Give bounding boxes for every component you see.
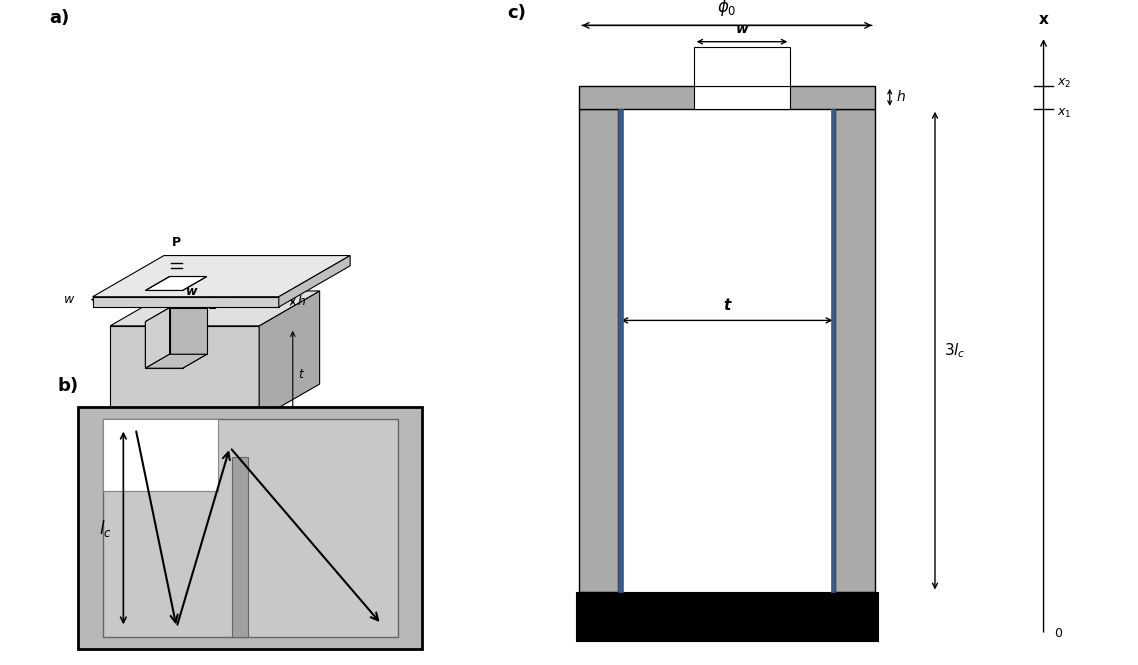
Text: $x_1$: $x_1$	[1057, 107, 1071, 120]
Text: h: h	[297, 295, 305, 309]
Text: w: w	[735, 22, 749, 36]
Text: $3l_c$: $3l_c$	[945, 341, 966, 360]
Text: h: h	[897, 90, 906, 104]
Bar	[831, 109, 835, 593]
Polygon shape	[146, 354, 207, 368]
Text: $l_c$: $l_c$	[99, 518, 112, 539]
Polygon shape	[209, 291, 244, 308]
Text: t: t	[724, 298, 731, 313]
Text: w: w	[64, 293, 74, 306]
Text: $x_2$: $x_2$	[1057, 77, 1071, 90]
Text: w: w	[187, 285, 198, 298]
Bar	[579, 109, 618, 593]
Polygon shape	[182, 308, 207, 368]
Polygon shape	[146, 322, 182, 368]
Text: t: t	[298, 368, 303, 381]
Polygon shape	[146, 308, 170, 368]
Text: $\phi_0$: $\phi_0$	[717, 0, 736, 18]
Bar	[576, 593, 877, 641]
Polygon shape	[170, 308, 207, 354]
Bar	[835, 109, 875, 593]
Polygon shape	[279, 255, 351, 307]
Bar	[79, 407, 422, 649]
Text: a: a	[168, 429, 176, 443]
Polygon shape	[146, 277, 207, 291]
Bar	[102, 420, 217, 491]
Polygon shape	[209, 291, 215, 308]
Bar	[618, 109, 624, 593]
Polygon shape	[110, 326, 259, 419]
Polygon shape	[92, 255, 351, 297]
Text: a): a)	[50, 9, 69, 27]
Bar	[232, 457, 248, 636]
Bar	[694, 86, 790, 109]
Bar	[579, 86, 875, 109]
Polygon shape	[259, 291, 320, 419]
Text: 0: 0	[1055, 627, 1063, 640]
Text: b): b)	[58, 378, 79, 396]
Polygon shape	[110, 291, 320, 326]
Polygon shape	[215, 275, 244, 308]
Bar	[694, 47, 790, 86]
Text: c): c)	[506, 4, 526, 22]
Polygon shape	[209, 275, 244, 291]
Text: x: x	[1039, 12, 1048, 27]
Polygon shape	[146, 308, 207, 322]
Text: P: P	[172, 235, 181, 249]
Bar	[102, 420, 398, 636]
Polygon shape	[92, 297, 279, 307]
